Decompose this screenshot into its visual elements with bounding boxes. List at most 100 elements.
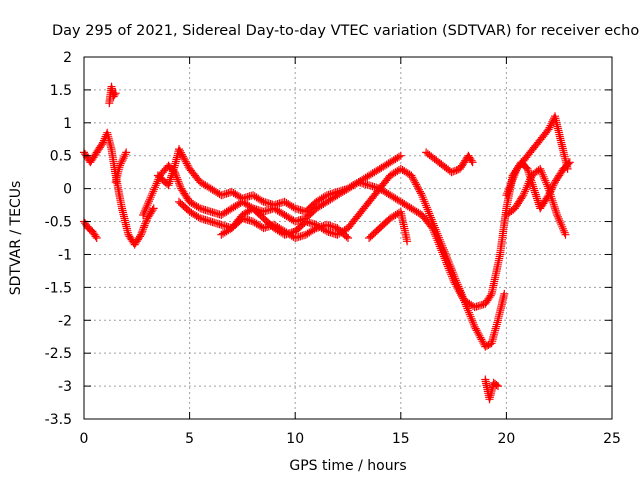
data-point — [531, 190, 540, 199]
data-point — [442, 252, 451, 260]
data-point — [148, 189, 157, 198]
data-point — [461, 298, 469, 307]
data-point — [175, 181, 184, 189]
data-point — [426, 211, 434, 220]
series-sat-l — [502, 112, 572, 200]
data-point — [169, 165, 178, 174]
data-point — [257, 196, 266, 205]
data-point — [112, 173, 121, 182]
data-point — [177, 148, 185, 157]
data-point — [492, 381, 501, 389]
data-point — [536, 164, 545, 173]
data-point — [554, 214, 563, 223]
data-point — [147, 191, 156, 200]
data-point — [165, 177, 174, 186]
data-point — [142, 203, 151, 212]
y-tick-label: -3.5 — [45, 412, 72, 428]
data-point — [555, 216, 564, 225]
data-point — [447, 264, 456, 273]
data-point — [537, 166, 545, 175]
data-point — [403, 237, 412, 246]
data-point — [542, 178, 551, 187]
data-point — [474, 330, 483, 338]
data-point — [430, 221, 439, 230]
data-point — [551, 204, 560, 213]
data-point — [563, 164, 572, 173]
y-tick-label: 1.5 — [50, 83, 72, 99]
series-sat-f — [153, 145, 574, 312]
data-point — [122, 148, 131, 157]
data-point — [178, 152, 187, 161]
data-point — [175, 145, 183, 154]
data-point — [521, 185, 530, 194]
y-tick-label: 0 — [63, 182, 72, 198]
data-point — [433, 229, 442, 238]
data-point — [467, 314, 476, 323]
y-axis-label: SDTVAR / TECUs — [8, 181, 24, 296]
data-point — [99, 138, 107, 147]
data-point — [117, 157, 126, 166]
x-tick-label: 0 — [80, 431, 89, 447]
axis-ticks: 0 5 10 15 20 25 -3.5 -3 -2.5 -2 -1.5 -1 -0.5 0 0.5 1 1.5… — [45, 50, 621, 447]
data-point — [553, 211, 562, 219]
data-point — [143, 201, 152, 210]
x-axis-label: GPS time / hours — [289, 458, 406, 474]
data-point — [149, 204, 158, 213]
data-point — [448, 268, 457, 277]
data-point — [538, 170, 547, 179]
data-point — [407, 171, 416, 180]
data-point — [422, 203, 431, 212]
y-tick-label: -2.5 — [45, 346, 72, 362]
data-point — [523, 181, 532, 190]
data-point — [146, 193, 155, 202]
data-point — [522, 163, 531, 172]
series-sat-a — [80, 128, 158, 249]
data-point — [142, 216, 151, 225]
data-point — [412, 180, 421, 189]
data-point — [511, 168, 520, 177]
data-point — [455, 284, 464, 293]
data-point — [409, 175, 418, 184]
data-point — [310, 225, 319, 234]
data-point — [395, 152, 403, 161]
data-point — [136, 232, 144, 241]
data-point — [421, 199, 430, 208]
data-point — [461, 300, 470, 309]
data-point — [92, 234, 101, 242]
data-point — [417, 189, 425, 198]
data-point — [410, 176, 419, 185]
data-point — [470, 322, 479, 331]
data-point — [458, 292, 467, 301]
data-point — [430, 223, 439, 232]
data-point — [110, 90, 119, 99]
plot-frame — [83, 56, 613, 420]
x-tick-label: 20 — [497, 431, 515, 447]
data-point — [177, 150, 186, 159]
y-tick-label: -0.5 — [45, 215, 72, 231]
data-point — [139, 223, 148, 232]
data-point — [152, 179, 161, 188]
data-point — [551, 206, 560, 215]
data-point — [440, 247, 449, 256]
x-tick-label: 25 — [603, 431, 621, 447]
data-point — [557, 220, 566, 229]
data-point — [451, 274, 460, 283]
series-sat-b — [80, 217, 101, 242]
data-point — [553, 212, 562, 221]
data-point — [119, 154, 128, 163]
data-point — [437, 239, 446, 248]
y-tick-label: -3 — [58, 379, 72, 395]
y-tick-label: -2 — [58, 313, 72, 329]
data-point — [411, 178, 420, 187]
x-tick-label: 5 — [185, 431, 194, 447]
data-point — [413, 182, 422, 191]
data-point — [115, 161, 124, 170]
data-point — [137, 230, 145, 239]
series-sat-g — [175, 164, 509, 351]
data-point — [145, 197, 153, 206]
data-point — [548, 196, 557, 205]
data-point — [138, 227, 147, 236]
data-point — [420, 197, 429, 206]
data-points — [80, 82, 574, 404]
